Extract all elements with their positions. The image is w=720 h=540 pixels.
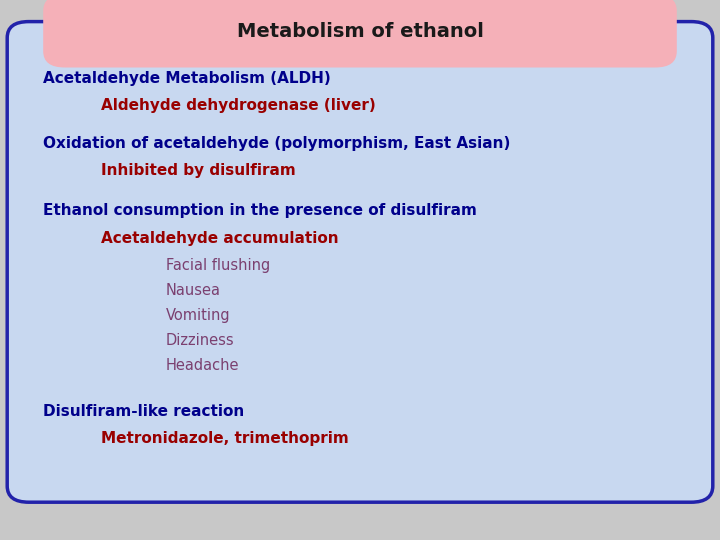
Text: Acetaldehyde accumulation: Acetaldehyde accumulation — [101, 231, 338, 246]
Text: Aldehyde dehydrogenase (liver): Aldehyde dehydrogenase (liver) — [101, 98, 376, 113]
FancyBboxPatch shape — [7, 22, 713, 502]
Text: Vomiting: Vomiting — [166, 308, 230, 323]
Text: Disulfiram-like reaction: Disulfiram-like reaction — [43, 404, 245, 419]
FancyBboxPatch shape — [43, 0, 677, 68]
Text: Acetaldehyde Metabolism (ALDH): Acetaldehyde Metabolism (ALDH) — [43, 71, 331, 86]
Text: Dizziness: Dizziness — [166, 333, 234, 348]
Text: Oxidation of acetaldehyde (polymorphism, East Asian): Oxidation of acetaldehyde (polymorphism,… — [43, 136, 510, 151]
Text: Metronidazole, trimethoprim: Metronidazole, trimethoprim — [101, 431, 348, 446]
Text: Inhibited by disulfiram: Inhibited by disulfiram — [101, 163, 295, 178]
Text: Facial flushing: Facial flushing — [166, 258, 270, 273]
Text: Metabolism of ethanol: Metabolism of ethanol — [237, 22, 483, 41]
Text: Nausea: Nausea — [166, 283, 220, 298]
Text: Ethanol consumption in the presence of disulfiram: Ethanol consumption in the presence of d… — [43, 203, 477, 218]
Text: Headache: Headache — [166, 357, 239, 373]
